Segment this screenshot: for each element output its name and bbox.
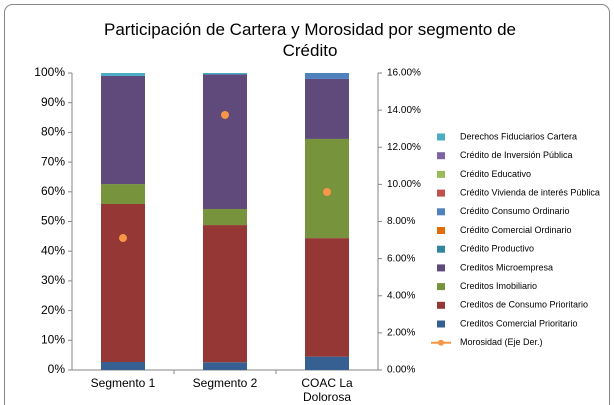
chart-title: Participación de Cartera y Morosidad por…	[104, 20, 516, 60]
legend-label: Creditos de Consumo Prioritario	[460, 300, 588, 310]
bar-segment	[101, 184, 145, 204]
legend-label: Crédito Productivo	[460, 244, 534, 254]
legend-swatch	[437, 189, 445, 197]
legend-swatch	[437, 283, 445, 291]
y-tick-label: 30%	[41, 273, 65, 287]
y-tick-label: 10%	[41, 332, 65, 346]
bar-segment	[101, 75, 145, 185]
legend-label: Creditos Comercial Prioritario	[460, 318, 578, 328]
bar-segment	[101, 73, 145, 76]
legend-swatch	[437, 245, 445, 253]
bar-segment	[305, 78, 349, 139]
bar-segment	[305, 356, 349, 370]
legend-label: Crédito Educativo	[460, 169, 531, 179]
y2-tick-label: 8.00%	[387, 216, 415, 227]
y-tick-label: 50%	[41, 214, 65, 228]
y-tick-label: 80%	[41, 125, 65, 139]
legend-label: Creditos Microempresa	[460, 262, 553, 272]
bar-segment	[203, 74, 247, 210]
y2-tick-label: 10.00%	[387, 179, 421, 190]
legend-label: Crédito Consumo Ordinario	[460, 206, 570, 216]
legend-label: Crédito Vivienda de interés Pública	[460, 187, 600, 197]
legend-label: Crédito Comercial Ordinario	[460, 225, 572, 235]
y-tick-label: 20%	[41, 303, 65, 317]
y-tick-label: 70%	[41, 154, 65, 168]
x-tick-label: Segmento 2	[192, 376, 258, 390]
bar-segment	[101, 203, 145, 362]
legend-swatch	[437, 152, 445, 160]
y-tick-label: 0%	[48, 362, 66, 376]
x-tick-label: COAC La Dolorosa	[301, 376, 353, 404]
legend-swatch	[437, 301, 445, 309]
bar-segment	[203, 209, 247, 226]
morosidad-marker	[221, 110, 229, 119]
y-tick-label: 40%	[41, 243, 65, 257]
y2-tick-label: 6.00%	[387, 253, 415, 264]
bar-segment	[305, 238, 349, 357]
y2-tick-label: 2.00%	[387, 328, 415, 339]
legend-swatch	[437, 264, 445, 272]
y-tick-label: 90%	[41, 95, 65, 109]
y2-tick-label: 12.00%	[387, 142, 421, 153]
legend-swatch	[437, 133, 445, 141]
legend-swatch	[437, 208, 445, 216]
bar-segment	[203, 225, 247, 363]
legend-swatch	[437, 227, 445, 234]
bar-segment	[203, 73, 247, 75]
bar-segment	[203, 362, 247, 370]
legend-swatch	[437, 320, 445, 328]
bar-segment	[101, 361, 145, 370]
x-tick-label: Segmento 1	[90, 376, 156, 390]
y2-tick-label: 14.00%	[387, 105, 421, 116]
legend-label: Derechos Fiduciarios Cartera	[460, 131, 577, 141]
y-tick-label: 60%	[41, 184, 65, 198]
y2-tick-label: 16.00%	[387, 68, 421, 79]
bar-segment	[305, 73, 349, 79]
legend-marker	[438, 339, 444, 346]
legend-label: Crédito de Inversión Pública	[460, 150, 573, 160]
legend-label: Morosidad (Eje Der.)	[460, 337, 543, 347]
y-tick-label: 100%	[34, 65, 65, 79]
y2-tick-label: 4.00%	[387, 290, 415, 301]
y2-tick-label: 0.00%	[387, 365, 415, 376]
morosidad-marker	[323, 187, 331, 196]
legend-label: Creditos Imobiliario	[460, 281, 537, 291]
morosidad-marker	[119, 234, 127, 243]
legend-swatch	[437, 170, 445, 178]
